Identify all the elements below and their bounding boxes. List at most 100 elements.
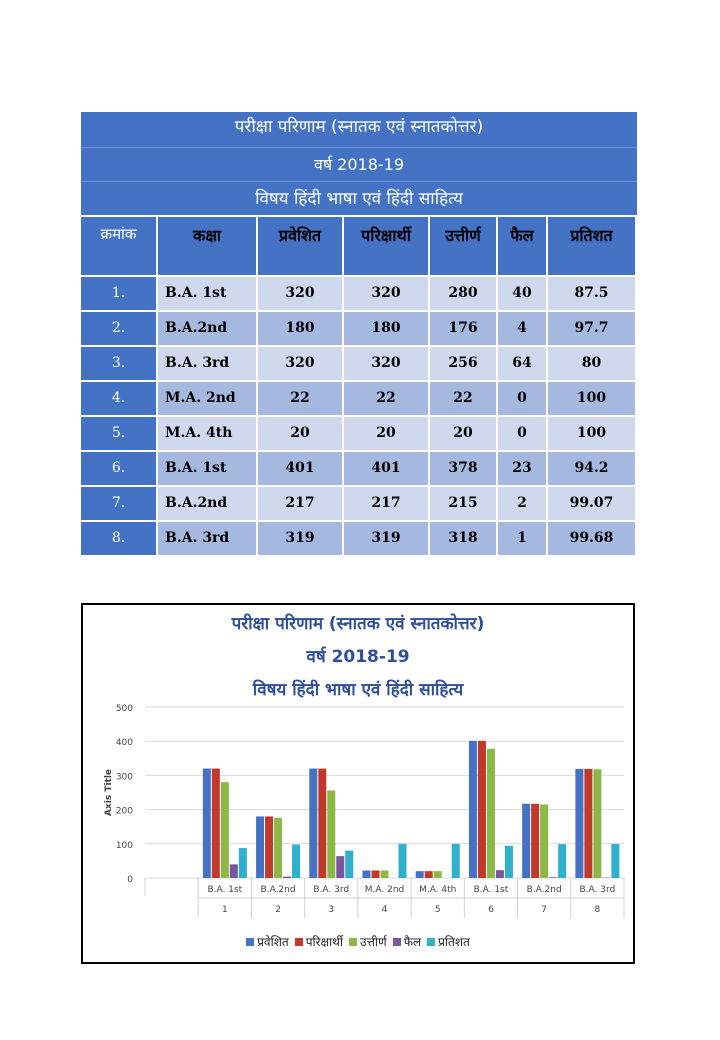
bar-0-7 [575,768,584,878]
table-row: 4. M.A. 2nd 22 22 22 0 100 [81,382,637,417]
cell-class: B.A.2nd [158,312,258,347]
cell-admitted: 20 [258,417,344,452]
y-axis-title: Axis Title [104,769,114,816]
bar-2-5 [486,748,495,878]
bar-0-5 [468,740,477,878]
bar-2-1 [274,817,283,878]
chart-plot-area: 0 100 200 300 400 500 Axis Title B.A. 1st 1 B.A.2… [104,704,625,918]
cell-failed: 2 [498,487,548,522]
bar-1-6 [531,803,540,878]
legend-item: प्रतिशत [427,933,470,950]
cell-serial: 4. [81,382,158,417]
column-header-admitted: प्रवेशित [258,217,344,277]
cell-failed: 64 [498,347,548,382]
bar-1-5 [477,740,486,878]
x-group-label: 7 [541,905,547,915]
bar-4-0 [238,848,247,878]
bar-1-3 [371,870,380,878]
table-row: 3. B.A. 3rd 320 320 256 64 80 [81,347,637,382]
cell-examinees: 320 [344,347,430,382]
cell-examinees: 320 [344,277,430,312]
cell-serial: 6. [81,452,158,487]
cell-percentage: 99.68 [548,522,637,557]
bar-0-6 [522,803,531,878]
bar-1-2 [318,768,327,878]
legend-swatch [427,938,436,946]
chart-title-line-2: वर्ष 2018-19 [306,647,410,667]
cell-class: M.A. 4th [158,417,258,452]
x-group-label: 5 [435,905,441,915]
table-header-row: क्रमांक कक्षा प्रवेशित परिक्षार्थी उत्ती… [81,217,637,277]
cell-passed: 22 [430,382,498,417]
cell-examinees: 401 [344,452,430,487]
x-tick-label: B.A.2nd [261,885,296,895]
cell-serial: 1. [81,277,158,312]
cell-passed: 280 [430,277,498,312]
x-tick-label: B.A.2nd [527,885,562,895]
legend-label: फैल [403,935,422,949]
bar-2-4 [433,871,442,878]
bar-4-3 [398,843,407,878]
cell-serial: 2. [81,312,158,347]
cell-percentage: 100 [548,382,637,417]
y-tick-label: 0 [127,875,133,885]
bar-4-5 [504,845,513,878]
result-table: परीक्षा परिणाम (स्नातक एवं स्नातकोत्तर) … [81,112,637,557]
cell-passed: 318 [430,522,498,557]
cell-examinees: 180 [344,312,430,347]
legend-item: प्रवेशित [246,933,289,950]
table-row: 2. B.A.2nd 180 180 176 4 97.7 [81,312,637,347]
bar-0-1 [256,816,265,878]
table-title-line-3: विषय हिंदी भाषा एवं हिंदी साहित्य [81,182,637,217]
bar-2-6 [540,804,549,878]
cell-failed: 23 [498,452,548,487]
cell-examinees: 217 [344,487,430,522]
x-tick-label: B.A. 1st [474,885,509,895]
cell-passed: 20 [430,417,498,452]
bar-0-2 [309,768,318,878]
cell-admitted: 180 [258,312,344,347]
cell-admitted: 320 [258,277,344,312]
bar-4-7 [611,843,620,878]
legend-label: प्रवेशित [257,935,289,949]
y-tick-label: 500 [116,704,133,714]
cell-class: B.A. 3rd [158,347,258,382]
bar-3-6 [549,877,558,878]
cell-serial: 3. [81,347,158,382]
cell-admitted: 22 [258,382,344,417]
bar-3-5 [495,870,504,878]
cell-failed: 1 [498,522,548,557]
bar-0-3 [362,870,371,878]
bar-3-2 [336,856,345,878]
legend-item: उत्तीर्ण [349,933,387,950]
table-title-text-2: वर्ष 2018-19 [313,155,405,174]
bar-0-4 [415,871,424,878]
table-row: 8. B.A. 3rd 319 319 318 1 99.68 [81,522,637,557]
cell-passed: 176 [430,312,498,347]
bar-4-6 [558,844,567,878]
y-tick-label: 300 [116,772,133,782]
cell-admitted: 319 [258,522,344,557]
legend-swatch [246,938,255,946]
x-tick-label: B.A. 3rd [580,885,616,895]
table-title-line-2: वर्ष 2018-19 [81,148,637,182]
column-header-percentage: प्रतिशत [548,217,637,277]
legend-swatch [294,938,303,946]
column-header-examinees: परिक्षार्थी [344,217,430,277]
cell-serial: 8. [81,522,158,557]
cell-class: B.A. 1st [158,452,258,487]
cell-percentage: 87.5 [548,277,637,312]
table-row: 5. M.A. 4th 20 20 20 0 100 [81,417,637,452]
table-title-text-3: विषय हिंदी भाषा एवं हिंदी साहित्य [255,189,463,209]
cell-percentage: 80 [548,347,637,382]
table-title-text-1: परीक्षा परिणाम (स्नातक एवं स्नातकोत्तर) [234,117,484,137]
legend-swatch [392,938,401,946]
cell-percentage: 97.7 [548,312,637,347]
bar-0-0 [202,768,211,878]
bar-chart: परीक्षा परिणाम (स्नातक एवं स्नातकोत्तर) … [81,603,635,964]
bar-4-4 [451,843,460,878]
x-tick-label: B.A. 3rd [313,885,349,895]
bar-4-2 [345,850,354,878]
y-tick-label: 100 [116,841,133,851]
legend-label: प्रतिशत [438,935,470,949]
